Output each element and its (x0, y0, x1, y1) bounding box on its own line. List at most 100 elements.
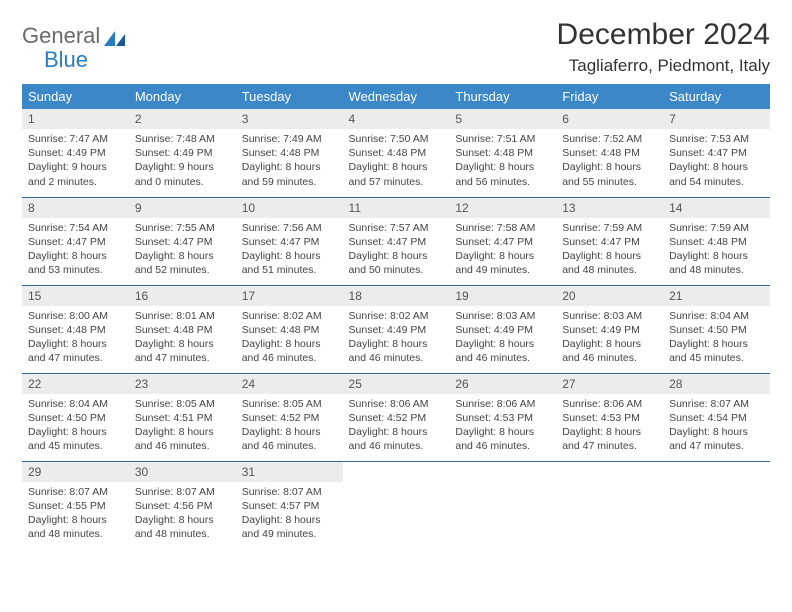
sunrise-line: Sunrise: 8:04 AM (28, 397, 123, 411)
weekday-header: Monday (129, 84, 236, 109)
day-number: 19 (449, 286, 556, 306)
day-body: Sunrise: 8:07 AMSunset: 4:56 PMDaylight:… (129, 482, 236, 548)
weekday-header: Wednesday (343, 84, 450, 109)
sunset-line: Sunset: 4:48 PM (562, 146, 657, 160)
weekday-header: Friday (556, 84, 663, 109)
sunrise-line: Sunrise: 8:04 AM (669, 309, 764, 323)
sunset-line: Sunset: 4:53 PM (455, 411, 550, 425)
day-number: 9 (129, 198, 236, 218)
calendar-row: 1Sunrise: 7:47 AMSunset: 4:49 PMDaylight… (22, 109, 770, 197)
day-body: Sunrise: 7:54 AMSunset: 4:47 PMDaylight:… (22, 218, 129, 284)
day-body: Sunrise: 7:52 AMSunset: 4:48 PMDaylight:… (556, 129, 663, 195)
day-body: Sunrise: 8:04 AMSunset: 4:50 PMDaylight:… (663, 306, 770, 372)
day-body: Sunrise: 8:04 AMSunset: 4:50 PMDaylight:… (22, 394, 129, 460)
calendar-cell: 5Sunrise: 7:51 AMSunset: 4:48 PMDaylight… (449, 109, 556, 197)
sunrise-line: Sunrise: 7:47 AM (28, 132, 123, 146)
calendar-cell: 18Sunrise: 8:02 AMSunset: 4:49 PMDayligh… (343, 285, 450, 373)
day-body: Sunrise: 8:02 AMSunset: 4:49 PMDaylight:… (343, 306, 450, 372)
calendar-cell: 23Sunrise: 8:05 AMSunset: 4:51 PMDayligh… (129, 373, 236, 461)
day-body: Sunrise: 7:59 AMSunset: 4:48 PMDaylight:… (663, 218, 770, 284)
sunset-line: Sunset: 4:47 PM (135, 235, 230, 249)
brand-part2: Blue (44, 48, 100, 72)
daylight-line: Daylight: 8 hours and 46 minutes. (455, 425, 550, 453)
sunset-line: Sunset: 4:48 PM (242, 323, 337, 337)
sunrise-line: Sunrise: 8:00 AM (28, 309, 123, 323)
day-number: 16 (129, 286, 236, 306)
title-block: December 2024 Tagliaferro, Piedmont, Ita… (557, 18, 770, 76)
brand-logo: General Blue (22, 18, 128, 72)
daylight-line: Daylight: 8 hours and 48 minutes. (135, 513, 230, 541)
day-body: Sunrise: 7:50 AMSunset: 4:48 PMDaylight:… (343, 129, 450, 195)
sunset-line: Sunset: 4:52 PM (349, 411, 444, 425)
daylight-line: Daylight: 8 hours and 47 minutes. (669, 425, 764, 453)
day-body: Sunrise: 8:03 AMSunset: 4:49 PMDaylight:… (449, 306, 556, 372)
day-body: Sunrise: 7:49 AMSunset: 4:48 PMDaylight:… (236, 129, 343, 195)
day-number: 30 (129, 462, 236, 482)
day-number: 7 (663, 109, 770, 129)
header: General Blue December 2024 Tagliaferro, … (22, 18, 770, 76)
day-number: 23 (129, 374, 236, 394)
calendar-cell: 11Sunrise: 7:57 AMSunset: 4:47 PMDayligh… (343, 197, 450, 285)
sunrise-line: Sunrise: 7:52 AM (562, 132, 657, 146)
day-body: Sunrise: 8:06 AMSunset: 4:52 PMDaylight:… (343, 394, 450, 460)
brand-text: General Blue (22, 24, 100, 72)
sunset-line: Sunset: 4:47 PM (562, 235, 657, 249)
day-body: Sunrise: 8:03 AMSunset: 4:49 PMDaylight:… (556, 306, 663, 372)
sunrise-line: Sunrise: 8:06 AM (455, 397, 550, 411)
sunrise-line: Sunrise: 7:49 AM (242, 132, 337, 146)
weekday-header: Saturday (663, 84, 770, 109)
day-body: Sunrise: 8:07 AMSunset: 4:57 PMDaylight:… (236, 482, 343, 548)
brand-mark-icon (104, 24, 128, 48)
calendar-cell (343, 461, 450, 549)
calendar-cell: 22Sunrise: 8:04 AMSunset: 4:50 PMDayligh… (22, 373, 129, 461)
sunset-line: Sunset: 4:54 PM (669, 411, 764, 425)
location-label: Tagliaferro, Piedmont, Italy (557, 56, 770, 76)
calendar-table: Sunday Monday Tuesday Wednesday Thursday… (22, 84, 770, 549)
daylight-line: Daylight: 8 hours and 52 minutes. (135, 249, 230, 277)
day-body: Sunrise: 7:55 AMSunset: 4:47 PMDaylight:… (129, 218, 236, 284)
daylight-line: Daylight: 8 hours and 46 minutes. (349, 337, 444, 365)
day-body: Sunrise: 7:57 AMSunset: 4:47 PMDaylight:… (343, 218, 450, 284)
day-body: Sunrise: 8:06 AMSunset: 4:53 PMDaylight:… (556, 394, 663, 460)
calendar-cell: 19Sunrise: 8:03 AMSunset: 4:49 PMDayligh… (449, 285, 556, 373)
sunrise-line: Sunrise: 8:02 AM (349, 309, 444, 323)
sunrise-line: Sunrise: 7:55 AM (135, 221, 230, 235)
sunset-line: Sunset: 4:56 PM (135, 499, 230, 513)
day-body: Sunrise: 8:05 AMSunset: 4:52 PMDaylight:… (236, 394, 343, 460)
calendar-cell: 2Sunrise: 7:48 AMSunset: 4:49 PMDaylight… (129, 109, 236, 197)
day-number: 21 (663, 286, 770, 306)
calendar-cell: 12Sunrise: 7:58 AMSunset: 4:47 PMDayligh… (449, 197, 556, 285)
sunset-line: Sunset: 4:47 PM (669, 146, 764, 160)
brand-part1: General (22, 23, 100, 48)
calendar-cell: 25Sunrise: 8:06 AMSunset: 4:52 PMDayligh… (343, 373, 450, 461)
day-number: 28 (663, 374, 770, 394)
calendar-cell: 10Sunrise: 7:56 AMSunset: 4:47 PMDayligh… (236, 197, 343, 285)
day-number: 6 (556, 109, 663, 129)
daylight-line: Daylight: 8 hours and 47 minutes. (562, 425, 657, 453)
sunrise-line: Sunrise: 8:07 AM (669, 397, 764, 411)
calendar-cell (449, 461, 556, 549)
day-body: Sunrise: 8:05 AMSunset: 4:51 PMDaylight:… (129, 394, 236, 460)
daylight-line: Daylight: 8 hours and 56 minutes. (455, 160, 550, 188)
sunrise-line: Sunrise: 8:03 AM (562, 309, 657, 323)
sunrise-line: Sunrise: 8:07 AM (135, 485, 230, 499)
day-number: 3 (236, 109, 343, 129)
daylight-line: Daylight: 8 hours and 55 minutes. (562, 160, 657, 188)
calendar-cell: 30Sunrise: 8:07 AMSunset: 4:56 PMDayligh… (129, 461, 236, 549)
daylight-line: Daylight: 8 hours and 48 minutes. (562, 249, 657, 277)
day-number: 12 (449, 198, 556, 218)
sunrise-line: Sunrise: 8:07 AM (242, 485, 337, 499)
daylight-line: Daylight: 8 hours and 46 minutes. (349, 425, 444, 453)
sunrise-line: Sunrise: 8:05 AM (135, 397, 230, 411)
sunrise-line: Sunrise: 7:53 AM (669, 132, 764, 146)
sunset-line: Sunset: 4:53 PM (562, 411, 657, 425)
calendar-cell: 20Sunrise: 8:03 AMSunset: 4:49 PMDayligh… (556, 285, 663, 373)
sunset-line: Sunset: 4:49 PM (455, 323, 550, 337)
sunset-line: Sunset: 4:47 PM (28, 235, 123, 249)
sunset-line: Sunset: 4:48 PM (669, 235, 764, 249)
weekday-header: Tuesday (236, 84, 343, 109)
calendar-cell: 6Sunrise: 7:52 AMSunset: 4:48 PMDaylight… (556, 109, 663, 197)
day-number: 1 (22, 109, 129, 129)
sunset-line: Sunset: 4:48 PM (349, 146, 444, 160)
sunrise-line: Sunrise: 7:51 AM (455, 132, 550, 146)
